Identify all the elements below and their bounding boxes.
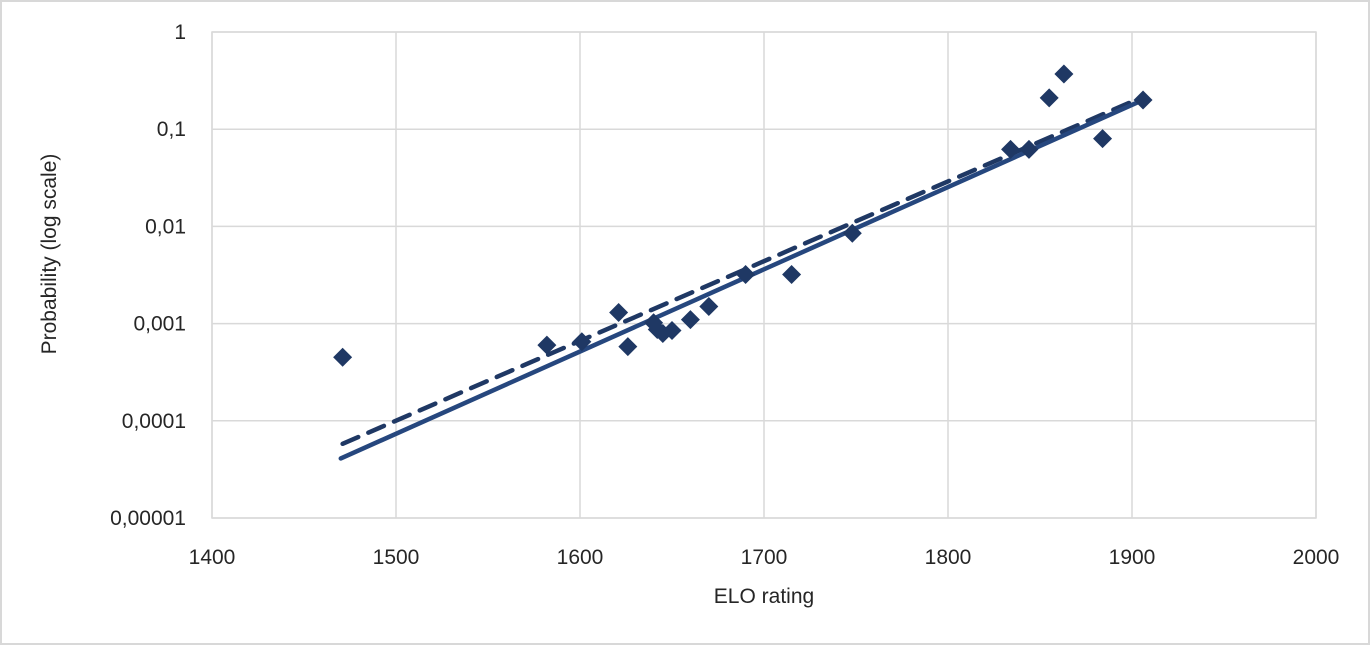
y-tick-label: 0,00001: [110, 507, 186, 530]
data-point-diamond[interactable]: [1054, 64, 1074, 84]
data-point-diamond[interactable]: [333, 347, 353, 367]
y-tick-label: 0,01: [145, 215, 186, 238]
data-point-diamond[interactable]: [1093, 129, 1113, 149]
x-tick-label: 1400: [189, 546, 236, 569]
y-tick-label: 0,1: [157, 118, 186, 141]
y-axis-title: Probability (log scale): [38, 153, 61, 355]
x-tick-label: 1500: [373, 546, 420, 569]
data-point-diamond[interactable]: [1001, 139, 1021, 159]
y-tick-label: 0,001: [133, 313, 186, 336]
data-point-diamond[interactable]: [609, 303, 629, 323]
x-axis-title: ELO rating: [713, 585, 815, 608]
y-tick-label: 0,0001: [122, 410, 186, 433]
data-point-diamond[interactable]: [842, 223, 862, 243]
data-point-diamond[interactable]: [1133, 90, 1153, 110]
data-point-diamond[interactable]: [736, 264, 756, 284]
plot-area-border: [211, 31, 1317, 519]
data-point-diamond[interactable]: [618, 337, 638, 357]
data-point-diamond[interactable]: [572, 332, 592, 352]
x-tick-label: 1700: [741, 546, 788, 569]
x-tick-label: 1900: [1109, 546, 1156, 569]
data-point-diamond[interactable]: [537, 335, 557, 355]
x-tick-label: 1600: [557, 546, 604, 569]
x-tick-label: 1800: [925, 546, 972, 569]
data-point-diamond[interactable]: [782, 264, 802, 284]
data-point-diamond[interactable]: [1039, 88, 1059, 108]
y-tick-label: 1: [174, 21, 186, 44]
data-point-diamond[interactable]: [699, 296, 719, 316]
data-point-diamond[interactable]: [680, 310, 700, 330]
x-tick-label: 2000: [1293, 546, 1340, 569]
data-point-diamond[interactable]: [662, 320, 682, 340]
